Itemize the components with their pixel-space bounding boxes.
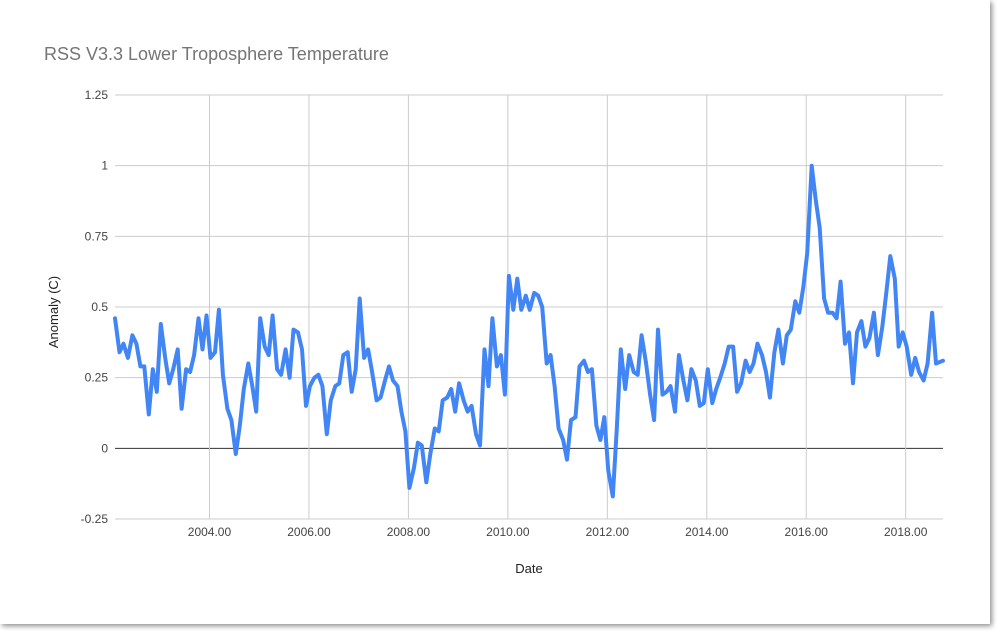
y-tick-label: 1 xyxy=(101,159,108,173)
x-tick-label: 2012.00 xyxy=(586,525,630,539)
x-axis-ticks: 2004.00 2006.00 2008.00 2010.00 2012.00 2014.… xyxy=(188,525,928,539)
y-tick-label: 0.75 xyxy=(85,229,109,243)
y-tick-label: 0 xyxy=(101,441,108,455)
x-tick-label: 2010.00 xyxy=(486,525,530,539)
y-axis-label: Anomaly (C) xyxy=(46,276,61,348)
chart-title: RSS V3.3 Lower Troposphere Temperature xyxy=(44,44,389,64)
y-tick-label: -0.25 xyxy=(81,512,109,526)
series-line xyxy=(113,163,945,499)
x-tick-label: 2018.00 xyxy=(884,525,928,539)
x-tick-label: 2006.00 xyxy=(287,525,331,539)
x-tick-label: 2016.00 xyxy=(785,525,829,539)
x-tick-label: 2014.00 xyxy=(685,525,729,539)
y-tick-label: 1.25 xyxy=(85,88,109,102)
gridlines xyxy=(115,94,943,520)
x-tick-label: 2008.00 xyxy=(387,525,431,539)
x-tick-label: 2004.00 xyxy=(188,525,232,539)
y-tick-label: 0.25 xyxy=(85,371,109,385)
y-axis-ticks: 1.25 1 0.75 0.5 0.25 0 -0.25 xyxy=(81,88,109,526)
y-tick-label: 0.5 xyxy=(91,300,108,314)
x-axis-label: Date xyxy=(515,561,542,576)
